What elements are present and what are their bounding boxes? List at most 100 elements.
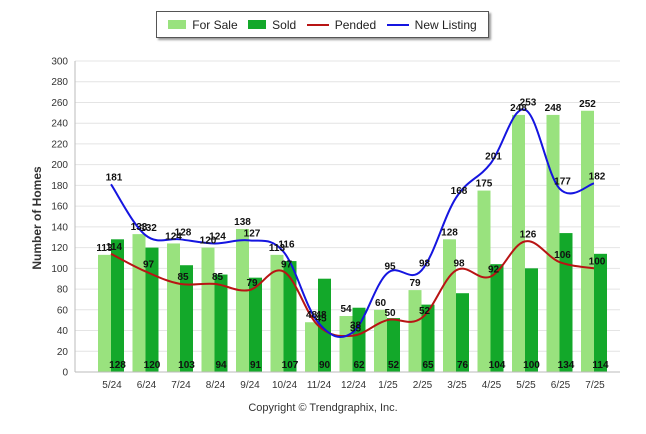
bar-sold — [352, 307, 366, 372]
label-new-listing: 177 — [554, 177, 571, 188]
label-for-sale: 113 — [96, 243, 113, 254]
bar-sold — [559, 233, 573, 372]
bar-sold — [387, 318, 400, 372]
label-pended: 100 — [589, 256, 606, 267]
x-tick-label: 2/25 — [413, 380, 433, 391]
x-tick-label: 1/25 — [378, 380, 398, 391]
legend-label-for-sale: For Sale — [192, 17, 238, 32]
label-sold: 128 — [109, 360, 126, 371]
label-for-sale: 79 — [409, 278, 421, 289]
y-tick-label: 300 — [51, 57, 68, 68]
label-new-listing: 132 — [140, 223, 157, 234]
bar-sold — [525, 268, 538, 372]
label-for-sale: 133 — [131, 222, 148, 233]
label-pended: 92 — [488, 265, 500, 276]
bar-for-sale — [512, 114, 525, 372]
bar-for-sale — [546, 114, 560, 372]
y-tick-label: 20 — [57, 347, 69, 358]
label-for-sale: 60 — [375, 298, 387, 309]
legend-item-for-sale: For Sale — [168, 17, 238, 32]
bars — [98, 110, 607, 372]
label-for-sale: 248 — [545, 103, 562, 114]
label-sold: 94 — [215, 360, 227, 371]
label-for-sale: 54 — [340, 304, 352, 315]
label-for-sale: 124 — [165, 231, 182, 242]
label-for-sale: 113 — [269, 243, 286, 254]
y-tick-label: 60 — [57, 305, 69, 316]
legend-label-new-listing: New Listing — [414, 17, 477, 32]
bar-sold — [145, 247, 159, 372]
line-pended — [110, 240, 595, 338]
y-tick-label: 260 — [51, 98, 68, 109]
y-tick-label: 220 — [51, 139, 68, 150]
legend-item-sold: Sold — [248, 18, 296, 32]
x-tick-label: 9/24 — [240, 380, 260, 391]
x-tick-label: 4/25 — [482, 380, 502, 391]
label-pended: 52 — [419, 306, 431, 317]
bar-sold — [594, 253, 607, 372]
label-new-listing: 124 — [209, 231, 226, 242]
bar-for-sale — [270, 254, 284, 372]
label-new-listing: 48 — [315, 310, 327, 321]
label-pended: 35 — [350, 324, 362, 335]
bar-sold — [249, 277, 262, 372]
x-tick-label: 8/24 — [206, 380, 226, 391]
line-new-listing — [110, 108, 595, 339]
axes: 0 20 40 60 80 100 120 140 160 180 200 220 240 260 280 3… — [51, 57, 620, 391]
label-new-listing: 127 — [244, 228, 261, 239]
label-new-listing: 201 — [485, 152, 502, 163]
y-tick-label: 240 — [51, 119, 68, 130]
x-tick-label: 6/25 — [551, 380, 571, 391]
y-tick-label: 0 — [62, 368, 68, 379]
label-new-listing: 182 — [589, 171, 606, 182]
bar-sold — [214, 274, 228, 372]
y-tick-label: 180 — [51, 181, 68, 192]
bar-sold — [421, 304, 435, 372]
y-axis-title: Number of Homes — [30, 166, 44, 270]
label-for-sale: 175 — [476, 179, 493, 190]
x-tick-label: 7/25 — [585, 380, 605, 391]
y-tick-label: 120 — [51, 243, 68, 254]
bar-sold — [180, 265, 193, 372]
label-pended: 45 — [315, 313, 327, 324]
label-new-listing: 128 — [175, 227, 192, 238]
label-new-listing: 38 — [350, 321, 362, 332]
label-new-listing: 181 — [106, 172, 123, 183]
label-pended: 97 — [281, 259, 293, 270]
label-sold: 90 — [319, 360, 331, 371]
x-tick-label: 5/25 — [516, 380, 536, 391]
label-pended: 114 — [106, 242, 123, 253]
label-sold: 104 — [489, 360, 506, 371]
legend: For Sale Sold Pended New Listing — [156, 11, 489, 38]
legend-line-pended — [306, 23, 329, 26]
label-pended: 50 — [384, 308, 396, 319]
label-new-listing: 253 — [520, 98, 537, 109]
label-new-listing: 95 — [384, 262, 396, 273]
label-pended: 85 — [212, 272, 224, 283]
bar-for-sale — [236, 228, 249, 372]
bar-for-sale — [305, 322, 318, 372]
label-sold: 107 — [282, 360, 299, 371]
x-tick-label: 11/24 — [307, 380, 332, 391]
lines — [110, 108, 595, 339]
label-pended: 98 — [453, 258, 465, 269]
legend-label-sold: Sold — [272, 17, 297, 32]
label-new-listing: 116 — [278, 240, 295, 251]
grid — [75, 60, 620, 373]
bar-for-sale — [339, 316, 353, 372]
label-sold: 134 — [558, 360, 575, 371]
label-sold: 120 — [144, 360, 161, 371]
bar-sold — [456, 293, 469, 372]
label-sold: 76 — [457, 360, 469, 371]
bar-for-sale — [408, 290, 422, 372]
label-new-listing: 168 — [451, 186, 468, 197]
bar-for-sale — [581, 110, 594, 372]
label-sold: 100 — [523, 360, 540, 371]
y-tick-label: 140 — [51, 222, 68, 233]
bar-sold — [283, 261, 297, 372]
legend-item-new-listing: New Listing — [386, 17, 477, 32]
bar-for-sale — [201, 247, 215, 372]
legend-swatch-sold — [248, 20, 267, 29]
label-pended: 79 — [246, 278, 258, 289]
